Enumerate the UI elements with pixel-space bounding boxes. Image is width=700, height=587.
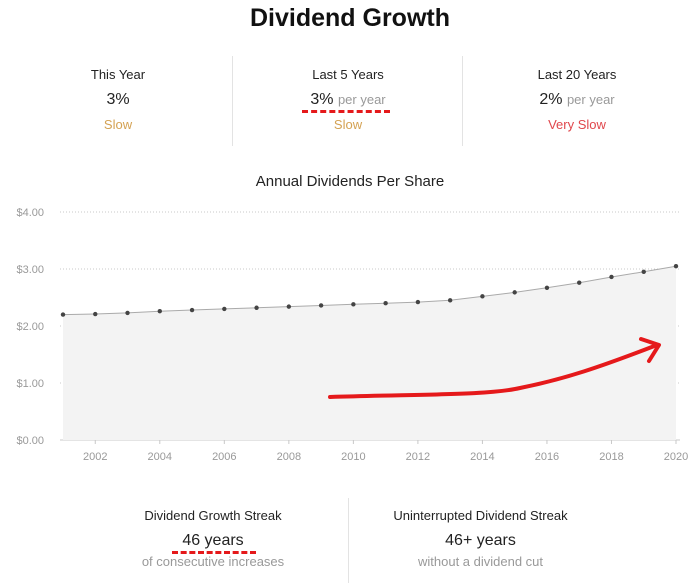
stat-speed: Very Slow	[548, 117, 606, 132]
streak-label: Dividend Growth Streak	[144, 508, 282, 523]
streak-stats: Dividend Growth Streak 46 years of conse…	[0, 498, 700, 587]
y-axis-labels: $0.00 $1.00 $2.00 $3.00 $4.00	[16, 207, 44, 447]
data-point	[641, 269, 646, 275]
stat-value-number: 3%	[106, 91, 130, 108]
stat-label: Last 5 Years	[312, 67, 384, 82]
data-point	[318, 303, 324, 308]
y-tick-label: $2.00	[16, 321, 44, 333]
stat-value-number: 3%	[310, 91, 334, 108]
stat-value-number: 2%	[539, 91, 563, 108]
divider	[462, 56, 463, 146]
data-point	[577, 280, 582, 285]
dividend-growth-streak: Dividend Growth Streak 46 years of conse…	[78, 498, 348, 569]
y-tick-label: $3.00	[16, 264, 44, 276]
stat-value: 3% per year	[233, 91, 463, 109]
dashed-underline-annotation	[302, 110, 390, 113]
y-tick-label: $1.00	[16, 378, 44, 390]
y-tick-label: $4.00	[16, 207, 44, 219]
data-point	[415, 299, 421, 305]
stat-unit: per year	[337, 92, 386, 107]
stat-value: 3%	[3, 91, 233, 109]
x-tick-label: 2012	[406, 451, 430, 463]
data-point	[351, 302, 356, 307]
data-point	[480, 294, 485, 299]
streak-sub: of consecutive increases	[141, 554, 285, 569]
data-point	[286, 304, 292, 309]
x-tick-label: 2020	[664, 451, 688, 463]
page-title: Dividend Growth	[250, 4, 450, 32]
data-point	[254, 305, 259, 310]
streak-label: Uninterrupted Dividend Streak	[393, 508, 568, 523]
data-point	[60, 312, 66, 317]
stat-label: Last 20 Years	[537, 67, 617, 82]
data-point	[157, 308, 162, 314]
x-tick-label: 2014	[470, 451, 494, 463]
x-axis-labels: 2002 2004 2006 2008 2010 2012 2014 2016 2018 2020	[83, 451, 688, 463]
x-tick-label: 2010	[341, 451, 365, 463]
data-point	[93, 311, 98, 317]
data-point	[222, 306, 227, 312]
stat-last-20-years: Last 20 Years 2% per year Very Slow	[462, 56, 692, 132]
data-point	[383, 301, 388, 306]
stat-speed: Slow	[103, 117, 133, 132]
stat-this-year: This Year 3% Slow	[3, 56, 233, 132]
streak-sub: without a dividend cut	[417, 554, 544, 569]
x-tick-label: 2008	[277, 451, 301, 463]
uninterrupted-dividend-streak: Uninterrupted Dividend Streak 46+ years …	[348, 498, 613, 569]
data-point	[673, 263, 679, 269]
x-tick-label: 2006	[212, 451, 236, 463]
trend-arrow-head	[639, 337, 661, 363]
dividends-chart: $0.00$1.00$2.00$3.00$4.00 2002 2004 2006 20…	[16, 207, 688, 463]
dashed-underline-annotation	[172, 551, 256, 554]
stat-value: 2% per year	[462, 91, 692, 109]
data-point	[189, 307, 195, 313]
x-tick-label: 2004	[148, 451, 172, 463]
stat-unit: per year	[566, 92, 615, 107]
divider	[232, 56, 233, 146]
series-line	[62, 265, 677, 316]
x-tick-label: 2002	[83, 451, 107, 463]
data-point	[512, 290, 517, 295]
chart-title: Annual Dividends Per Share	[255, 173, 445, 190]
x-tick-label: 2018	[599, 451, 623, 463]
streak-value: 46 years	[182, 532, 244, 549]
trend-arrow-annotation	[328, 343, 659, 399]
y-tick-label: $0.00	[16, 435, 44, 447]
growth-stats: This Year 3% Slow Last 5 Years 3% per ye…	[0, 56, 700, 146]
data-point	[544, 285, 550, 291]
x-tick-label: 2016	[535, 451, 559, 463]
area-fill	[63, 266, 676, 440]
stat-label: This Year	[90, 67, 146, 82]
stat-speed: Slow	[333, 117, 363, 132]
data-point	[125, 310, 130, 316]
divider	[348, 498, 349, 583]
data-point	[609, 274, 614, 280]
data-point	[447, 298, 453, 303]
stat-last-5-years: Last 5 Years 3% per year Slow	[233, 56, 463, 132]
data-points	[60, 263, 679, 317]
streak-value: 46+ years	[445, 532, 516, 549]
